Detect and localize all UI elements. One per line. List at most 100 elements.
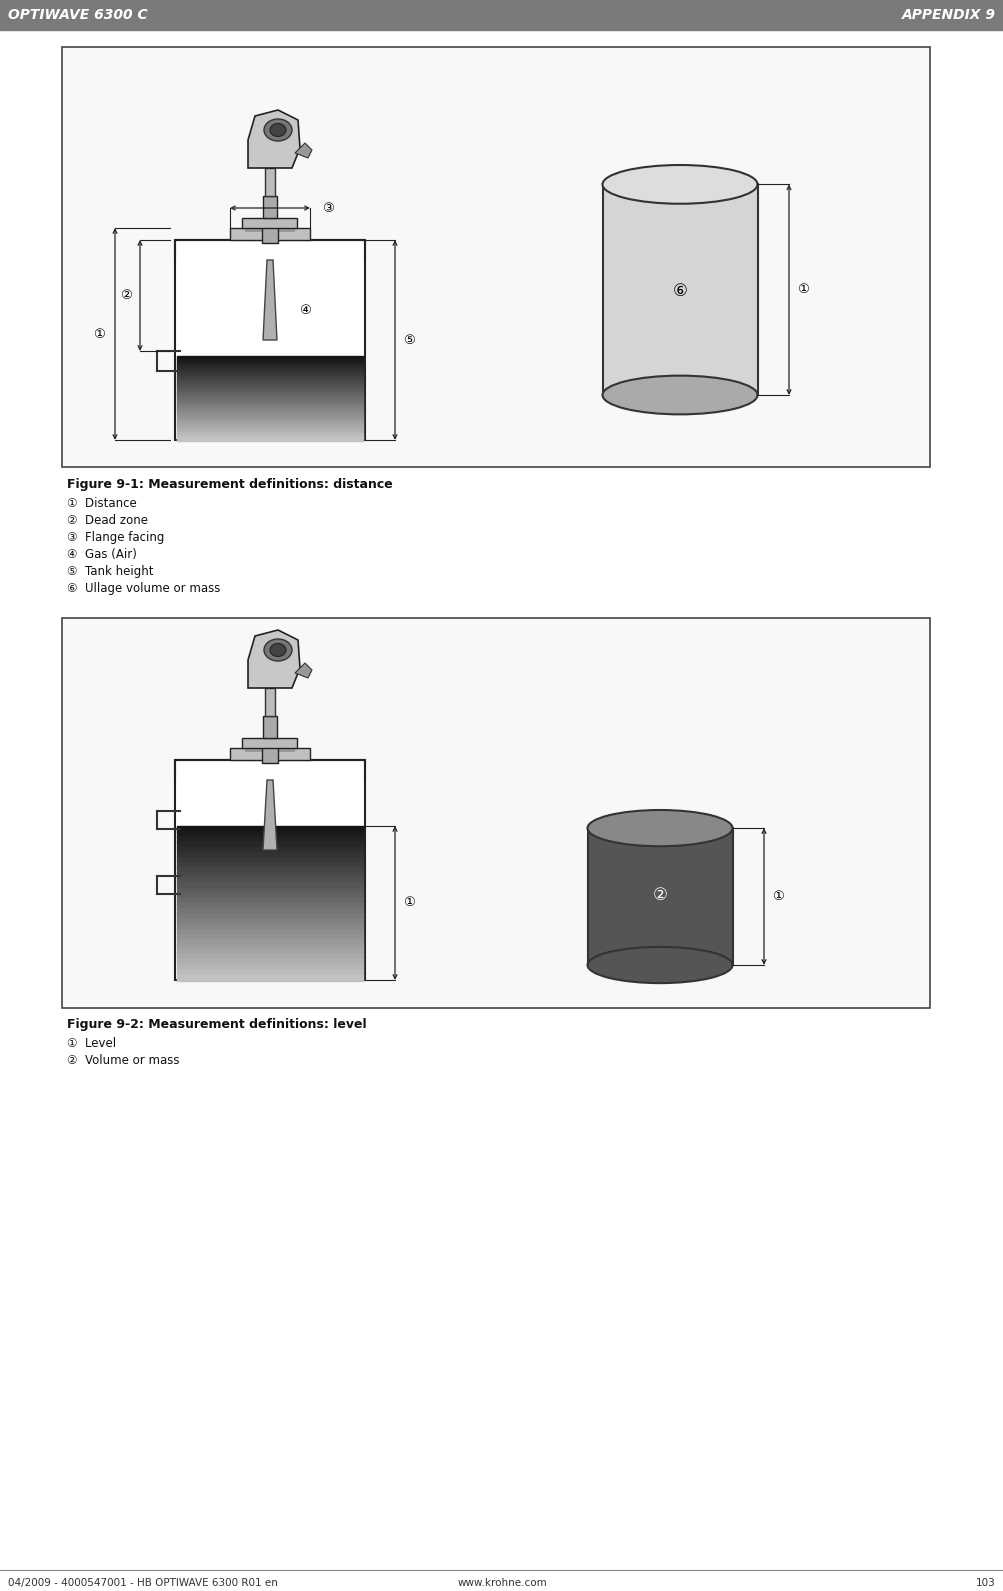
Ellipse shape [602, 165, 756, 204]
Ellipse shape [270, 643, 286, 657]
Bar [177, 867, 363, 873]
Bar [245, 228, 295, 232]
Bar [177, 846, 363, 853]
Bar [177, 417, 363, 422]
Bar [177, 904, 363, 908]
Text: OPTIWAVE 6300 C: OPTIWAVE 6300 C [8, 8, 147, 22]
Text: ①: ① [771, 889, 783, 904]
Text: ⑤  Tank height: ⑤ Tank height [67, 565, 153, 578]
Ellipse shape [264, 119, 292, 142]
Bar [177, 964, 363, 971]
Bar [177, 975, 363, 980]
Bar [177, 955, 363, 959]
Bar [177, 371, 363, 374]
Bar [177, 420, 363, 423]
Bar [177, 837, 363, 842]
Bar [62, 617, 929, 1009]
Text: ①: ① [402, 896, 414, 910]
Polygon shape [248, 630, 300, 687]
Bar [177, 434, 363, 438]
Text: ⑤: ⑤ [402, 334, 414, 347]
Text: ②  Dead zone: ② Dead zone [67, 514, 147, 527]
Bar [177, 908, 363, 913]
Text: ②: ② [120, 290, 131, 302]
Bar [245, 748, 295, 753]
Bar [177, 390, 363, 393]
Bar [177, 430, 363, 433]
Bar [243, 218, 297, 228]
Bar [243, 738, 297, 748]
Text: ⑥: ⑥ [672, 283, 687, 301]
Bar [177, 412, 363, 415]
Bar [177, 943, 363, 950]
Ellipse shape [602, 375, 756, 414]
Bar [177, 897, 363, 904]
Bar [62, 48, 929, 468]
Bar [177, 423, 363, 426]
Bar [177, 929, 363, 934]
Bar [262, 224, 278, 243]
Bar [177, 883, 363, 888]
Bar [177, 872, 363, 878]
Bar [177, 360, 363, 363]
Bar [177, 877, 363, 883]
Bar [177, 923, 363, 929]
Bar [263, 716, 277, 738]
Polygon shape [248, 110, 300, 169]
Bar [177, 383, 363, 387]
Bar [263, 196, 277, 218]
Text: 103: 103 [975, 1578, 995, 1588]
Bar [177, 393, 363, 396]
Bar [230, 748, 310, 760]
Bar [177, 361, 363, 364]
Bar [177, 918, 363, 924]
Text: ①  Distance: ① Distance [67, 496, 136, 511]
Polygon shape [295, 663, 312, 678]
Ellipse shape [264, 640, 292, 660]
Bar [177, 426, 363, 430]
Bar [230, 228, 310, 240]
Text: 04/2009 - 4000547001 - HB OPTIWAVE 6300 R01 en: 04/2009 - 4000547001 - HB OPTIWAVE 6300 … [8, 1578, 278, 1588]
Bar [177, 395, 363, 398]
Text: ③: ③ [322, 202, 334, 215]
Bar [265, 687, 275, 716]
Text: ④  Gas (Air): ④ Gas (Air) [67, 547, 136, 562]
Bar [177, 939, 363, 945]
Bar [177, 431, 363, 434]
Polygon shape [295, 143, 312, 158]
Bar [177, 401, 363, 404]
Bar [177, 913, 363, 920]
Polygon shape [263, 259, 277, 340]
Bar [177, 862, 363, 867]
Ellipse shape [270, 124, 286, 137]
Bar [177, 415, 363, 418]
Bar [177, 959, 363, 966]
Bar [588, 829, 732, 966]
Bar [177, 826, 363, 832]
Text: ⑥  Ullage volume or mass: ⑥ Ullage volume or mass [67, 582, 220, 595]
Bar [177, 368, 363, 371]
Text: ②  Volume or mass: ② Volume or mass [67, 1053, 180, 1068]
Bar [177, 406, 363, 410]
Bar [177, 888, 363, 893]
Bar [177, 379, 363, 382]
Text: ①: ① [93, 328, 105, 340]
Bar [175, 240, 365, 441]
Bar [177, 356, 363, 360]
Bar [177, 364, 363, 368]
Text: ②: ② [652, 886, 667, 904]
Bar [603, 185, 757, 395]
Bar [177, 398, 363, 401]
Bar [177, 404, 363, 407]
Ellipse shape [587, 810, 732, 846]
Text: ①  Level: ① Level [67, 1037, 116, 1050]
Bar [175, 760, 365, 980]
Ellipse shape [587, 947, 732, 983]
Bar [265, 169, 275, 196]
Bar [177, 842, 363, 846]
Bar [177, 971, 363, 975]
Bar [177, 851, 363, 858]
Text: ①: ① [796, 283, 808, 296]
Text: ④: ④ [299, 304, 311, 317]
Bar [177, 387, 363, 390]
